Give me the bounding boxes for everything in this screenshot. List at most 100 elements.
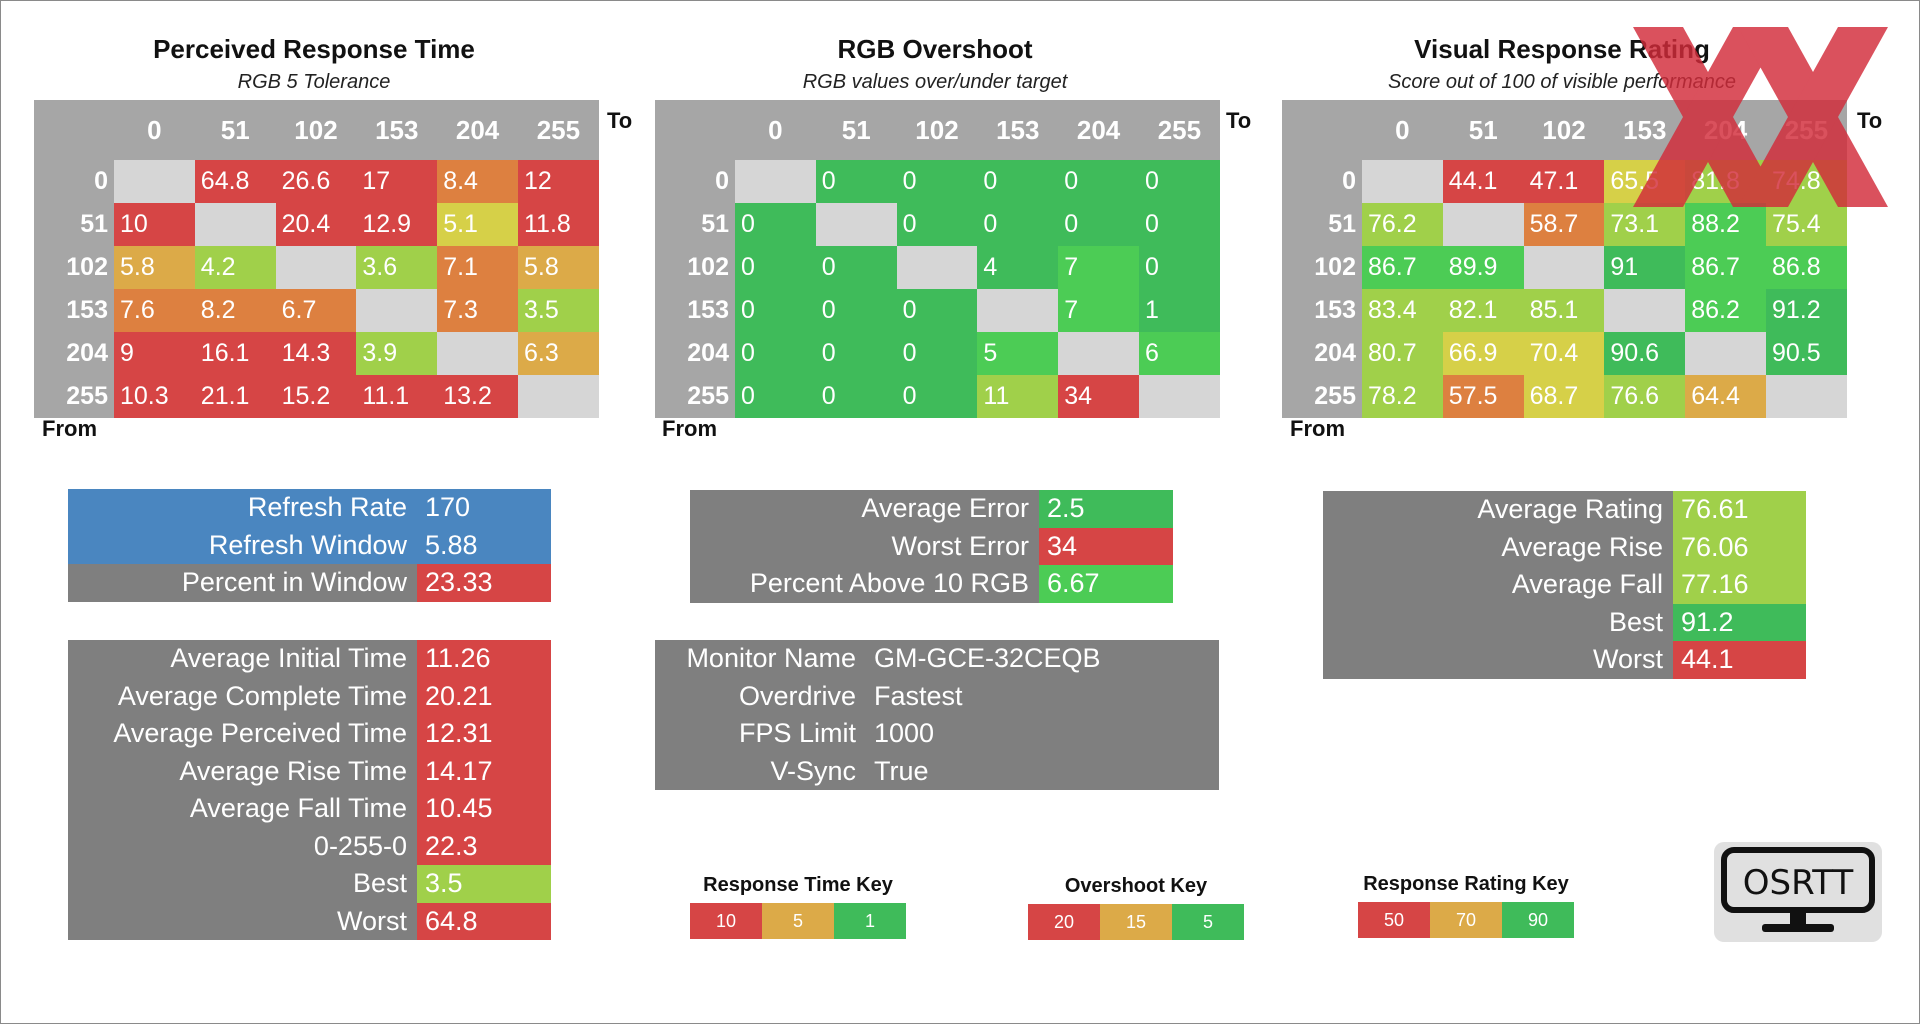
prt-diagonal-cell: [437, 332, 519, 375]
times-value: 14.17: [417, 752, 551, 790]
prt-col-header: 51: [220, 115, 250, 145]
vrr-subtitle: Score out of 100 of visible performance: [1388, 71, 1736, 93]
overshoot-diagonal-cell: [735, 160, 817, 203]
osrtt-logo: OSRTT: [1714, 842, 1882, 942]
overshoot-row-header: 102: [655, 246, 735, 289]
prt-row-header: 204: [34, 332, 114, 375]
vrr-cell: 78.2: [1362, 375, 1444, 418]
overshoot-diagonal-cell: [896, 246, 978, 289]
prt-cell: 6.7: [275, 289, 357, 332]
rating-key-swatch: 90: [1502, 902, 1574, 938]
vrr-cell: 73.1: [1604, 203, 1686, 246]
times-label: Average Perceived Time: [68, 715, 417, 753]
overshoot-col-header: 102: [915, 115, 959, 145]
times-label: 0-255-0: [68, 827, 417, 865]
prt-cell: 11.1: [356, 375, 438, 418]
prt-row-header: 102: [34, 246, 114, 289]
prt-cell: 20.4: [275, 203, 357, 246]
prt-cell: 7.1: [437, 246, 519, 289]
ratings-value: 44.1: [1673, 641, 1806, 679]
ratings-label: Average Fall: [1323, 566, 1673, 604]
overshoot-cell: 0: [1058, 203, 1140, 246]
rating-key-swatch: 70: [1430, 902, 1502, 938]
prt-col-header: 0: [147, 115, 162, 145]
prt-cell: 3.5: [518, 289, 600, 332]
overshoot-col-header: 255: [1157, 115, 1202, 145]
overshoot-cell: 11: [977, 375, 1059, 418]
errors-row: Worst Error 34: [690, 527, 1173, 565]
vrr-cell: 88.2: [1685, 203, 1767, 246]
vrr-cell: 76.6: [1604, 375, 1686, 418]
overshoot-diagonal-cell: [1058, 332, 1140, 375]
refresh-table: Refresh Rate 170 Refresh Window 5.88 Percent…: [68, 489, 551, 602]
overshoot-cell: 0: [815, 160, 898, 203]
refresh-value: 23.33: [417, 564, 551, 602]
overshoot-cell: 0: [735, 203, 817, 246]
times-value: 22.3: [417, 827, 551, 865]
ratings-row: Worst 44.1: [1323, 641, 1806, 679]
rating-stats-table: Average Rating 76.61 Average Rise 76.06 Aver…: [1323, 491, 1806, 679]
overshoot-diagonal-cell: [977, 289, 1059, 332]
overshoot-cell: 0: [815, 289, 898, 332]
overshoot-cell: 0: [977, 160, 1059, 203]
ratings-value: 76.61: [1673, 491, 1806, 529]
response-rating-key: Response Rating Key 50 70 90: [1358, 873, 1574, 938]
overshoot-cell: 0: [896, 289, 978, 332]
prt-diagonal-cell: [114, 160, 196, 203]
errors-value: 6.67: [1039, 565, 1173, 603]
refresh-row: Percent in Window 23.33: [68, 564, 551, 602]
vrr-cell: 75.4: [1766, 203, 1848, 246]
vrr-diagonal-cell: [1523, 246, 1605, 289]
vrr-row-header: 255: [1282, 375, 1362, 418]
overshoot-title: RGB Overshoot: [837, 34, 1033, 64]
vrr-cell: 76.2: [1362, 203, 1444, 246]
prt-col-header: 255: [536, 115, 581, 145]
overshoot-cell: 0: [1139, 160, 1221, 203]
vrr-cell: 80.7: [1362, 332, 1444, 375]
monitor-label: Overdrive: [655, 677, 866, 715]
overshoot-cell: 0: [896, 203, 978, 246]
refresh-label: Refresh Rate: [68, 489, 417, 527]
vrr-matrix: 051102153204255044.147.165.581.874.85176…: [1282, 100, 1848, 418]
times-value: 11.26: [417, 640, 551, 678]
prt-col-header: 102: [294, 115, 338, 145]
prt-cell: 8.4: [437, 160, 519, 203]
vrr-cell: 47.1: [1523, 160, 1605, 203]
times-row: Best 3.5: [68, 865, 551, 903]
vrr-row-header: 204: [1282, 332, 1362, 375]
monitor-value: True: [866, 752, 1219, 790]
times-value: 64.8: [417, 902, 551, 940]
vrr-diagonal-cell: [1442, 203, 1525, 246]
monitor-info-table: Monitor Name GM-GCE-32CEQB Overdrive Fastes…: [655, 640, 1219, 790]
prt-matrix-header: [34, 100, 599, 160]
vrr-row-header: 0: [1282, 160, 1362, 203]
monitor-icon: OSRTT: [1721, 847, 1875, 932]
overshoot-matrix-header: [655, 100, 1220, 160]
monitor-label: FPS Limit: [655, 715, 866, 753]
ratings-value: 76.06: [1673, 528, 1806, 566]
vrr-col-header: 153: [1623, 115, 1667, 145]
prt-diagonal-cell: [356, 289, 438, 332]
ratings-label: Worst: [1323, 641, 1673, 679]
times-row: Worst 64.8: [68, 902, 551, 940]
prt-header: Perceived Response Time RGB 5 Tolerance: [34, 34, 594, 94]
prt-cell: 3.9: [356, 332, 438, 375]
vrr-cell: 86.7: [1685, 246, 1767, 289]
times-label: Average Initial Time: [68, 640, 417, 678]
vrr-cell: 70.4: [1523, 332, 1605, 375]
rating-key-swatch: 50: [1358, 902, 1430, 938]
overshoot-cell: 4: [977, 246, 1059, 289]
prt-cell: 13.2: [437, 375, 519, 418]
overshoot-cell: 0: [1139, 203, 1221, 246]
times-row: Average Fall Time 10.45: [68, 790, 551, 828]
refresh-label: Percent in Window: [68, 564, 417, 602]
overshoot-cell: 0: [735, 246, 817, 289]
prt-diagonal-cell: [275, 246, 357, 289]
times-value: 3.5: [417, 865, 551, 903]
vrr-from-label: From: [1290, 416, 1345, 441]
errors-value: 34: [1039, 527, 1173, 565]
overshoot-from-label: From: [662, 416, 717, 441]
ratings-value: 77.16: [1673, 566, 1806, 604]
prt-row-header: 153: [34, 289, 114, 332]
refresh-value: 170: [417, 489, 551, 527]
